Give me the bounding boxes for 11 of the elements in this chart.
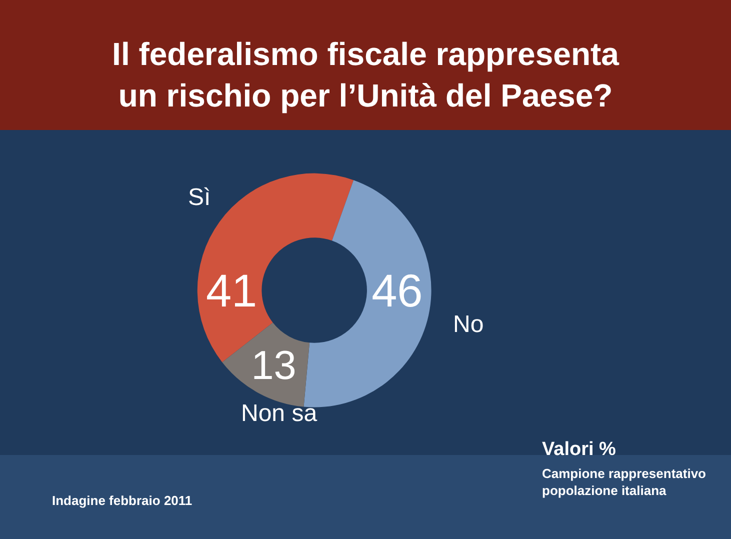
slice-label: Sì xyxy=(188,184,211,211)
text: Campione rappresentativo popolazione italiana xyxy=(542,466,706,498)
slice-label: Non sa xyxy=(241,400,318,427)
text: Indagine febbraio 2011 xyxy=(52,493,192,508)
data-label: 41 xyxy=(206,264,258,316)
slice-label: No xyxy=(453,311,484,338)
donut-slice xyxy=(304,180,432,408)
text: Valori % xyxy=(542,439,616,460)
chart-title: Il federalismo fiscale rappresenta un rischio per l’Unità del Paese? xyxy=(112,36,620,114)
data-label: 13 xyxy=(251,342,296,388)
data-label: 46 xyxy=(372,264,423,316)
